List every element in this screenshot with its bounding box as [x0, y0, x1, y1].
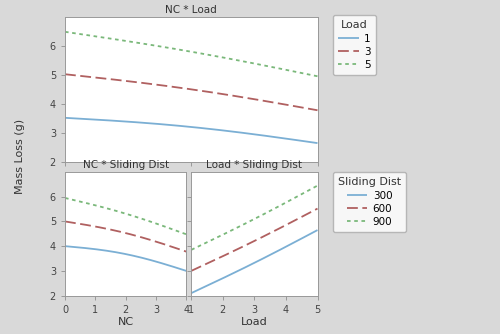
- Text: Mass Loss (g): Mass Loss (g): [15, 119, 25, 194]
- Title: Load * Sliding Dist: Load * Sliding Dist: [206, 160, 302, 170]
- X-axis label: Load: Load: [241, 317, 268, 327]
- X-axis label: NC: NC: [118, 317, 134, 327]
- Title: NC * Sliding Dist: NC * Sliding Dist: [82, 160, 168, 170]
- Legend: 1, 3, 5: 1, 3, 5: [332, 15, 376, 75]
- Title: NC * Load: NC * Load: [166, 5, 217, 15]
- Legend: 300, 600, 900: 300, 600, 900: [332, 172, 406, 232]
